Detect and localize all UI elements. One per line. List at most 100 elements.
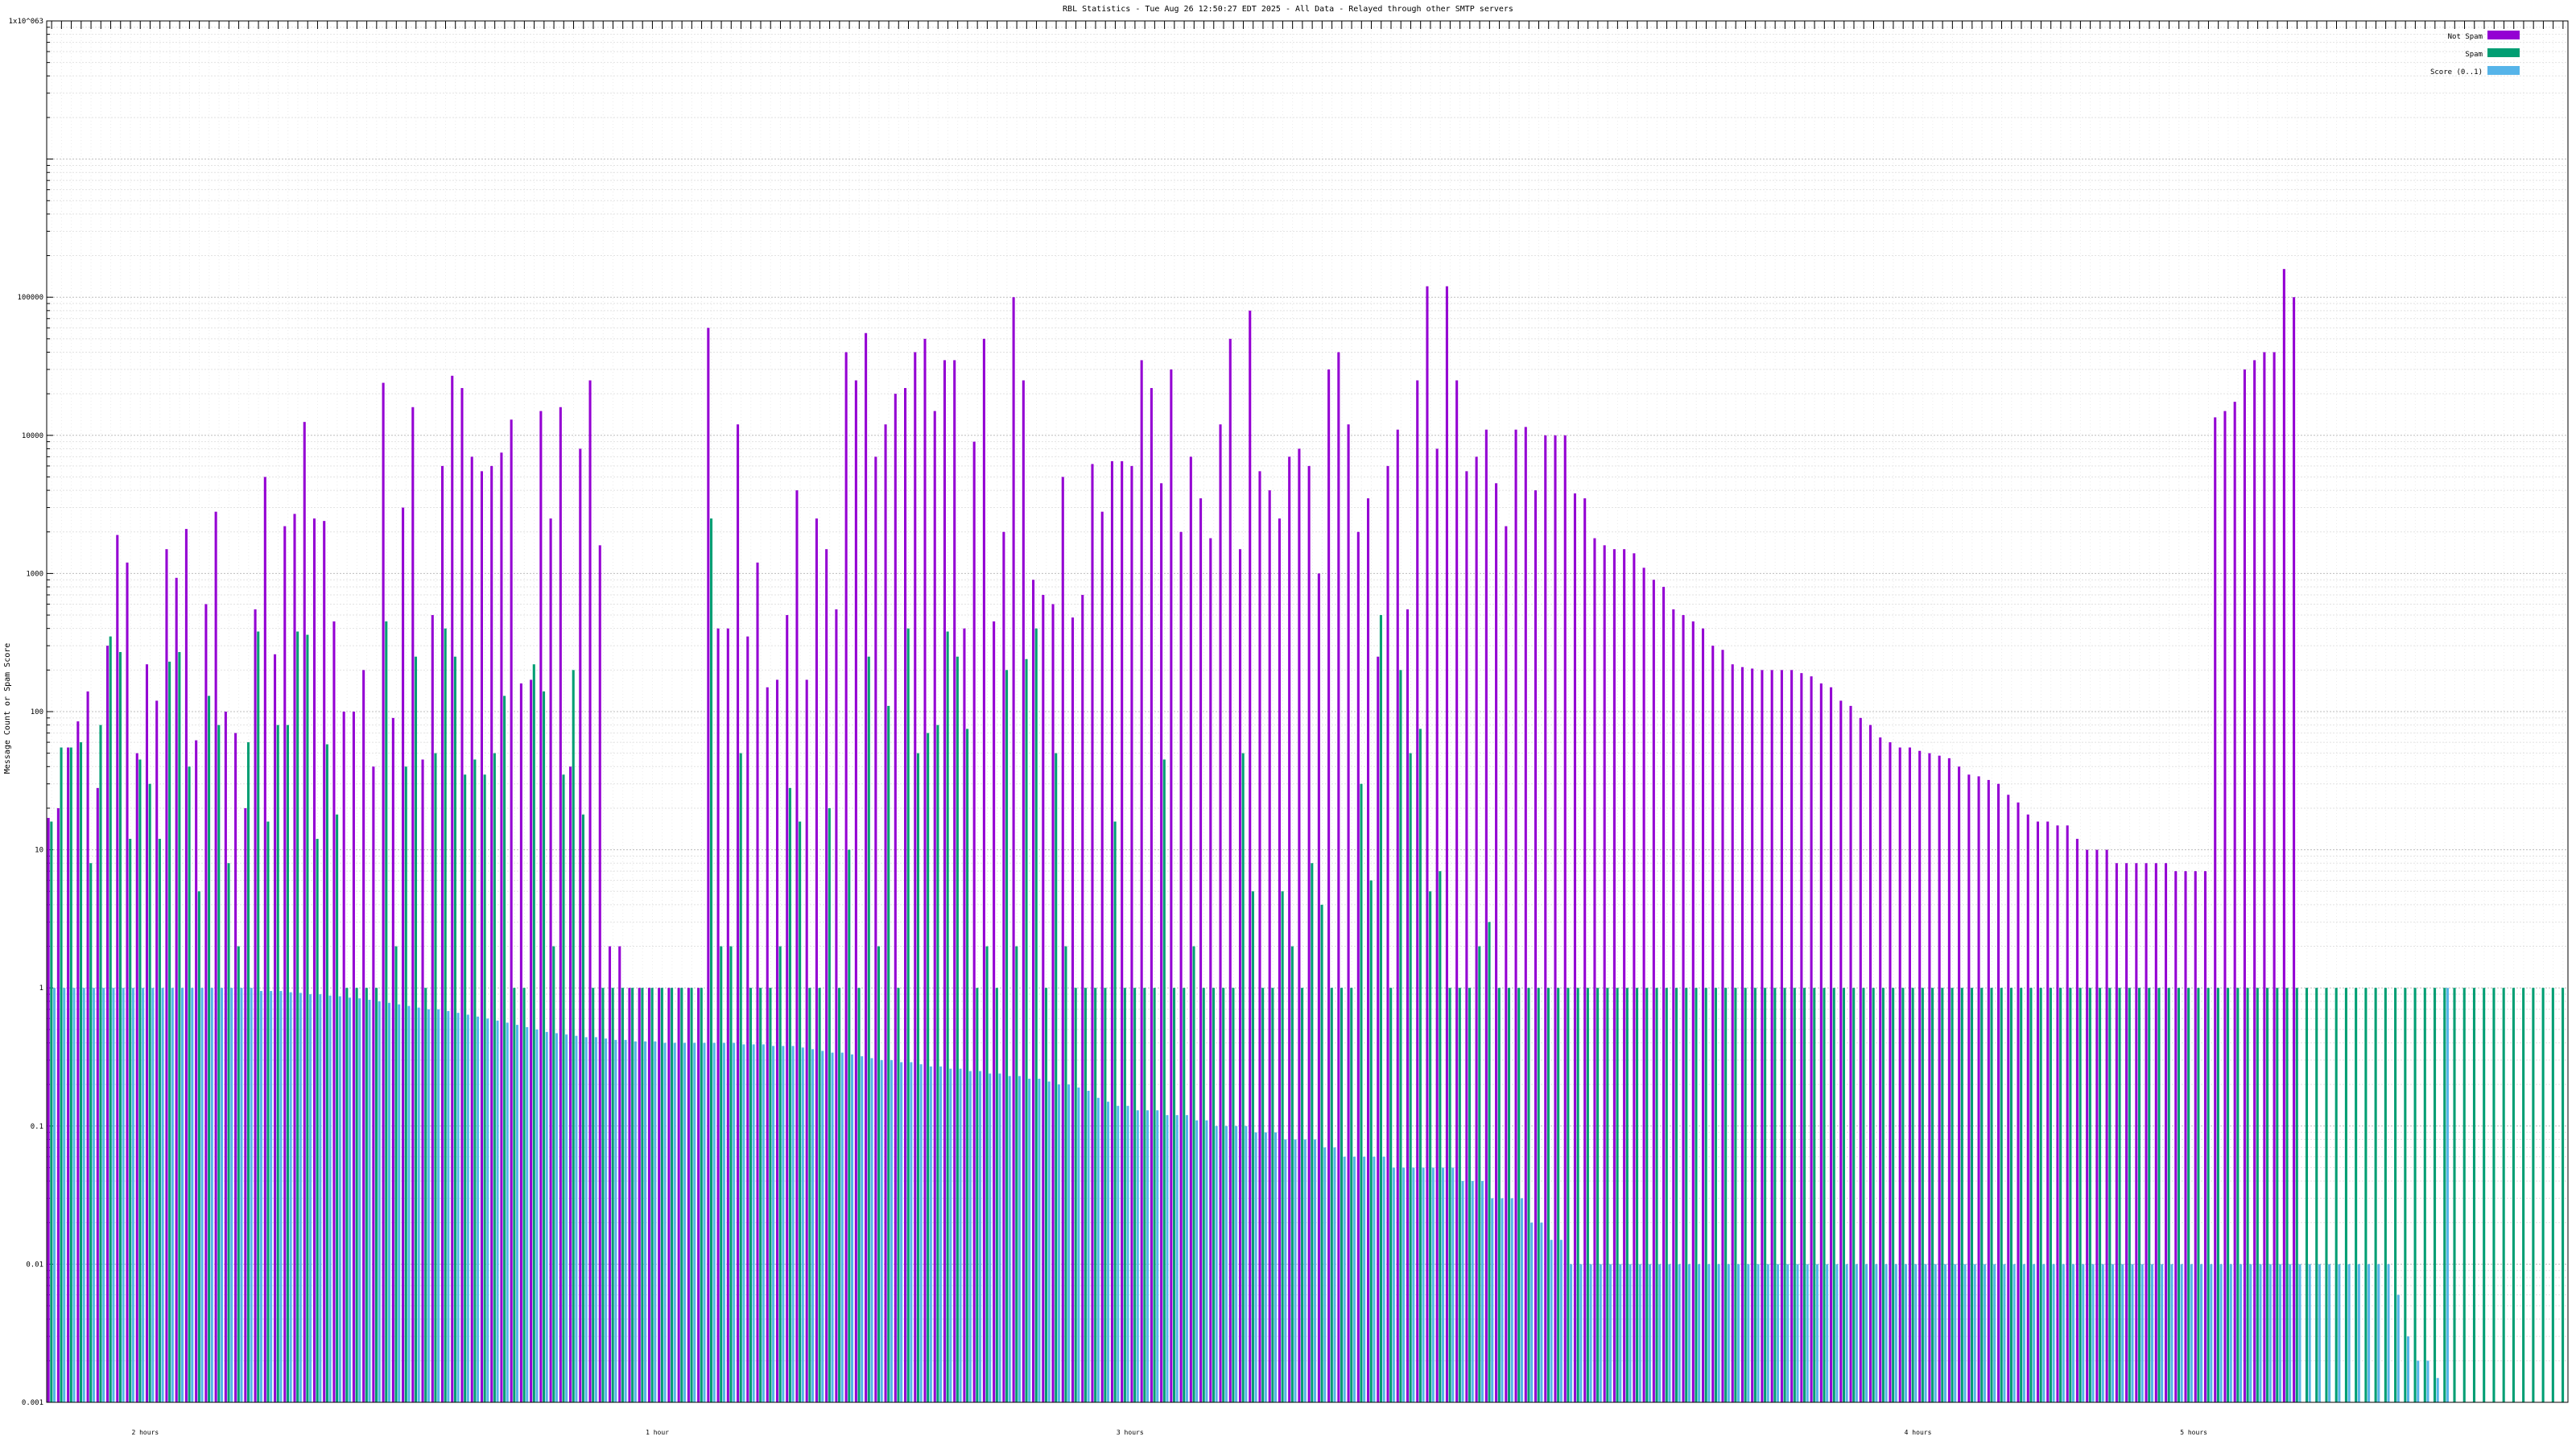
bar (1363, 1156, 1366, 1402)
bar (2278, 1264, 2281, 1402)
bar (214, 511, 217, 1402)
bar (1625, 988, 1629, 1402)
bar (1343, 1156, 1346, 1402)
bar (759, 988, 762, 1402)
bar (365, 988, 368, 1402)
plot-frame (46, 20, 2569, 1403)
bar (158, 839, 161, 1402)
bar (2042, 1264, 2046, 1402)
bar (2033, 1264, 2036, 1402)
bar (72, 988, 76, 1402)
bar (1534, 490, 1538, 1403)
bar (1638, 1264, 1641, 1402)
bar (628, 988, 631, 1402)
bar (96, 787, 99, 1402)
bar (624, 1039, 627, 1402)
legend-label: Score (0..1) (2430, 68, 2483, 76)
bar (1369, 880, 1373, 1402)
x-category-label: 1 hour (646, 1429, 669, 1436)
bar (769, 988, 772, 1402)
bar (1094, 988, 1097, 1402)
bar (1724, 988, 1728, 1402)
bar (2099, 988, 2102, 1402)
bar (404, 766, 407, 1402)
bar (953, 360, 956, 1402)
bar (2289, 1264, 2292, 1402)
bar (112, 988, 115, 1402)
bar (1005, 670, 1009, 1402)
bar (453, 656, 456, 1402)
bar (972, 441, 976, 1402)
bar (1559, 1240, 1563, 1402)
bar (1885, 1264, 1888, 1402)
bar (2266, 988, 2269, 1402)
bar (1740, 667, 1744, 1402)
bar (2026, 814, 2029, 1402)
bar (1810, 676, 1813, 1402)
bar (200, 988, 204, 1402)
bar (1983, 1264, 1986, 1402)
bars (47, 269, 2565, 1403)
bar (766, 687, 769, 1402)
bar (2338, 1264, 2341, 1402)
bar (588, 380, 592, 1403)
bar (894, 394, 897, 1402)
bar (1704, 988, 1707, 1402)
bar (515, 1025, 519, 1402)
bar (712, 1042, 716, 1402)
bar (1458, 988, 1461, 1402)
bar (673, 1042, 676, 1402)
bar (982, 338, 985, 1403)
legend-label: Not Spam (2448, 33, 2483, 41)
bar (1642, 568, 1645, 1402)
bar (79, 742, 83, 1402)
bar (240, 988, 243, 1402)
bar (1051, 604, 1055, 1402)
bar (1921, 988, 1924, 1402)
bar (1392, 1167, 1395, 1402)
bar (1412, 1167, 1415, 1402)
bar (2239, 1264, 2243, 1402)
bar (2190, 1264, 2193, 1402)
bar (1117, 1105, 1120, 1402)
bar (854, 380, 857, 1403)
bar (1793, 988, 1796, 1402)
bar (1025, 658, 1028, 1402)
bar (510, 419, 513, 1402)
bar (1507, 988, 1511, 1402)
bar (1586, 988, 1589, 1402)
bar (1258, 471, 1261, 1402)
bar (191, 988, 194, 1402)
bar (549, 518, 552, 1402)
bar (217, 724, 221, 1402)
bar (1022, 380, 1025, 1403)
bar (1123, 988, 1126, 1402)
bar (1445, 286, 1448, 1402)
bar (1104, 988, 1107, 1402)
bar (552, 946, 555, 1402)
bar (2184, 871, 2187, 1402)
bar (1488, 922, 1491, 1402)
bar (2434, 988, 2437, 1402)
bar (581, 814, 585, 1402)
bar (1416, 380, 1419, 1403)
bar (385, 621, 388, 1402)
bar (683, 1042, 687, 1402)
bar (1367, 498, 1370, 1403)
bar (2075, 839, 2079, 1402)
bar (709, 518, 713, 1402)
bar (1100, 511, 1104, 1402)
bar (440, 465, 444, 1402)
bar (1317, 573, 1320, 1402)
bar (437, 1009, 440, 1402)
bar (700, 988, 703, 1402)
bar (1766, 1264, 1769, 1402)
bar (1136, 1110, 1139, 1402)
bar (720, 946, 723, 1402)
bar (293, 514, 296, 1403)
bar (801, 1047, 804, 1402)
bar (821, 1051, 824, 1402)
bar (2522, 988, 2525, 1402)
bar (1294, 1139, 1297, 1402)
bar (503, 696, 506, 1402)
